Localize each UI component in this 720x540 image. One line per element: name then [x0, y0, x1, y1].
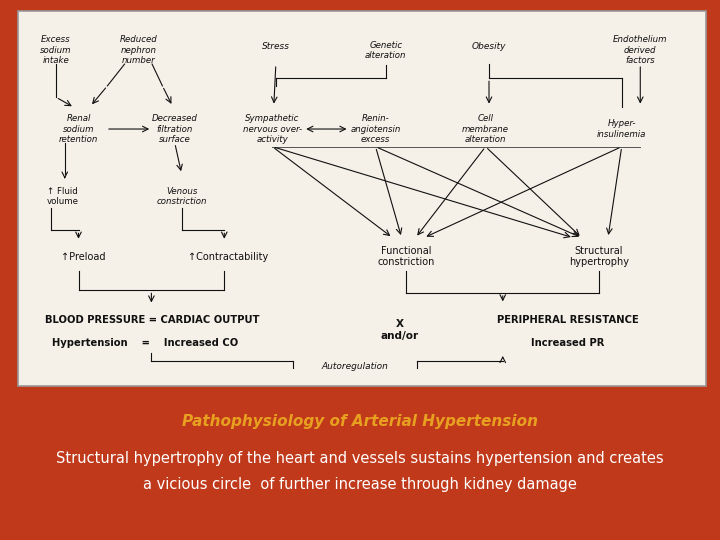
Text: Excess
sodium
intake: Excess sodium intake — [40, 35, 71, 65]
Text: a vicious circle  of further increase through kidney damage: a vicious circle of further increase thr… — [143, 477, 577, 491]
Text: Hypertension    =    Increased CO: Hypertension = Increased CO — [52, 338, 238, 348]
Text: Genetic
alteration: Genetic alteration — [365, 40, 407, 60]
Text: Endothelium
derived
factors: Endothelium derived factors — [613, 35, 667, 65]
Text: ↑ Fluid
volume: ↑ Fluid volume — [47, 187, 78, 206]
Text: Functional
constriction: Functional constriction — [378, 246, 435, 267]
Text: Hyper-
insulinemia: Hyper- insulinemia — [597, 119, 647, 139]
Text: BLOOD PRESSURE = CARDIAC OUTPUT: BLOOD PRESSURE = CARDIAC OUTPUT — [45, 315, 259, 326]
Text: Autoregulation: Autoregulation — [322, 362, 388, 371]
Text: Structural hypertrophy of the heart and vessels sustains hypertension and create: Structural hypertrophy of the heart and … — [56, 450, 664, 465]
Text: ↑Contractability: ↑Contractability — [188, 252, 268, 261]
Bar — [18, 11, 706, 386]
Text: Renal
sodium
retention: Renal sodium retention — [59, 114, 98, 144]
Text: PERIPHERAL RESISTANCE: PERIPHERAL RESISTANCE — [498, 315, 639, 326]
Text: Renin-
angiotensin
excess: Renin- angiotensin excess — [351, 114, 401, 144]
Text: Reduced
nephron
number: Reduced nephron number — [120, 35, 157, 65]
Text: Increased PR: Increased PR — [531, 338, 605, 348]
Text: Sympathetic
nervous over-
activity: Sympathetic nervous over- activity — [243, 114, 302, 144]
Text: Venous
constriction: Venous constriction — [156, 187, 207, 206]
Text: Cell
membrane
alteration: Cell membrane alteration — [462, 114, 509, 144]
Text: ↑Preload: ↑Preload — [61, 252, 106, 261]
Text: Obesity: Obesity — [472, 42, 506, 51]
Text: Stress: Stress — [262, 42, 290, 51]
Text: Decreased
filtration
surface: Decreased filtration surface — [152, 114, 198, 144]
Text: Structural
hypertrophy: Structural hypertrophy — [569, 246, 629, 267]
Text: X
and/or: X and/or — [381, 319, 419, 341]
Text: Pathophysiology of Arterial Hypertension: Pathophysiology of Arterial Hypertension — [182, 414, 538, 429]
